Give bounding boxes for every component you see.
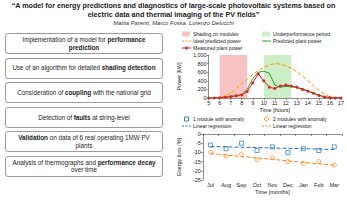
html-text:Use of an algorithm for detail: Use of an algorithm for detailed shading… xyxy=(12,64,156,72)
svg-text:-10: -10 xyxy=(193,149,201,155)
svg-text:Shading on modules: Shading on modules xyxy=(193,31,239,37)
svg-text:Nov: Nov xyxy=(268,182,278,188)
svg-text:2 modules with anomaly: 2 modules with anomaly xyxy=(273,116,327,122)
html-text:Analysis of thermographs and p: Analysis of thermographs and performance… xyxy=(12,159,156,166)
svg-text:12: 12 xyxy=(283,100,289,106)
svg-text:11: 11 xyxy=(272,100,278,106)
html-text:Implementation of a model for: Implementation of a model for performanc… xyxy=(22,36,146,51)
html-text:Mattia Parenti, Marco Fossa, L: Mattia Parenti, Marco Fossa, Lorenzo Del… xyxy=(113,20,234,26)
svg-text:Time [months]: Time [months] xyxy=(255,189,290,195)
svg-text:16: 16 xyxy=(327,100,333,106)
svg-text:6: 6 xyxy=(218,100,221,106)
svg-text:14: 14 xyxy=(305,100,311,106)
svg-text:0: 0 xyxy=(203,95,207,101)
svg-text:Aug: Aug xyxy=(221,182,231,188)
html-text:“A model for energy prediction: “A model for energy predictions and diag… xyxy=(11,1,336,19)
svg-text:10: 10 xyxy=(261,100,267,106)
svg-text:Time [hours]: Time [hours] xyxy=(260,107,291,113)
svg-text:Linear regression: Linear regression xyxy=(273,123,312,129)
svg-text:200: 200 xyxy=(197,86,206,92)
html-text:Validation on data of 6 real o: Validation on data of 6 real operating 1… xyxy=(18,134,150,149)
svg-text:17: 17 xyxy=(338,100,344,106)
svg-text:Sep: Sep xyxy=(237,182,247,188)
svg-text:15: 15 xyxy=(316,100,322,106)
svg-text:600: 600 xyxy=(197,69,206,75)
svg-text:7: 7 xyxy=(229,100,232,106)
svg-text:Jan: Jan xyxy=(299,182,308,188)
svg-text:Mar: Mar xyxy=(330,182,340,188)
html-text:Consideration of coupling with: Consideration of coupling with the natio… xyxy=(17,88,151,96)
svg-text:Underperformance period: Underperformance period xyxy=(273,31,330,37)
svg-text:5: 5 xyxy=(207,100,210,106)
svg-text:1 module with anomaly: 1 module with anomaly xyxy=(193,116,245,122)
svg-text:9: 9 xyxy=(251,100,254,106)
html-text:over time: over time xyxy=(71,166,97,174)
svg-text:Predicted plant power: Predicted plant power xyxy=(273,38,322,44)
svg-text:Oct: Oct xyxy=(253,182,262,188)
svg-text:Feb: Feb xyxy=(314,182,323,188)
svg-text:Measured plant power: Measured plant power xyxy=(193,45,243,51)
svg-text:-25: -25 xyxy=(193,177,201,183)
svg-text:0: 0 xyxy=(198,131,201,137)
svg-text:800: 800 xyxy=(197,61,206,67)
svg-text:1,000: 1,000 xyxy=(193,52,207,58)
svg-text:Jul: Jul xyxy=(207,182,214,188)
svg-text:Dec: Dec xyxy=(283,182,293,188)
svg-text:Power [kW]: Power [kW] xyxy=(176,62,182,91)
html-text:Detection of faults at string-: Detection of faults at string-level xyxy=(38,113,130,121)
svg-text:-5: -5 xyxy=(196,140,201,146)
svg-text:13: 13 xyxy=(294,100,300,106)
svg-text:Linear regression: Linear regression xyxy=(193,123,232,129)
svg-text:Ideal predicted power: Ideal predicted power xyxy=(193,38,241,44)
svg-text:-20: -20 xyxy=(193,168,201,174)
svg-text:400: 400 xyxy=(197,78,206,84)
svg-text:-15: -15 xyxy=(193,159,201,165)
svg-text:Energy loss [%]: Energy loss [%] xyxy=(176,137,182,176)
svg-text:8: 8 xyxy=(240,100,243,106)
